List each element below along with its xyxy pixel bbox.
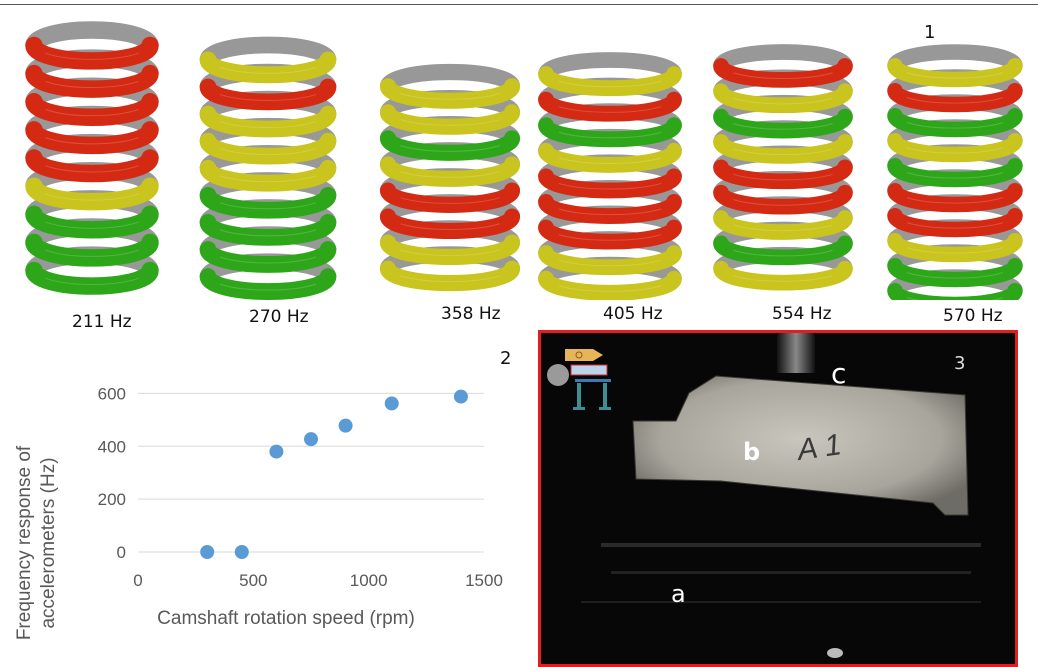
frequency-label-1: 211 Hz — [72, 312, 132, 332]
data-point-4 — [338, 418, 353, 433]
spring-mode-shapes — [25, 21, 1023, 300]
specimen-marking: A 1 — [793, 428, 843, 467]
specimen-plate — [632, 375, 969, 516]
chart-grid — [138, 392, 484, 553]
frequency-label-6: 570 Hz — [943, 306, 1003, 326]
data-point-6 — [453, 389, 468, 404]
spring-3 — [379, 63, 521, 292]
y-axis-label-line-1: Frequency response of — [14, 445, 35, 640]
data-point-2 — [269, 444, 284, 459]
data-point-1 — [234, 545, 249, 559]
top-border-line — [0, 4, 1038, 5]
x-tick-label-3: 1500 — [465, 571, 503, 590]
y-tick-label-1: 200 — [98, 490, 126, 509]
frequency-label-4: 405 Hz — [603, 304, 663, 324]
x-tick-label-0: 0 — [133, 571, 142, 590]
test-rig-schematic-icon — [547, 349, 611, 410]
panel-2-number: 2 — [500, 348, 512, 369]
photo-scene: A 1 — [541, 333, 1015, 664]
spring-5 — [713, 44, 853, 291]
y-tick-label-2: 400 — [98, 437, 126, 456]
spring-4 — [538, 52, 682, 300]
plunger — [777, 333, 815, 373]
spring-6 — [887, 44, 1023, 300]
frequency-chart: 0 200 400 600 0 500 1000 1500 Camshaft rotatio… — [14, 384, 503, 640]
spring-1 — [25, 21, 159, 295]
data-point-0 — [200, 545, 215, 559]
chart-points — [200, 389, 468, 559]
panel-3-number: 3 — [954, 353, 966, 374]
data-point-5 — [384, 396, 399, 411]
specimen-photo: A 1 a b c 3 — [538, 330, 1018, 667]
x-axis-label: Camshaft rotation speed (rpm) — [157, 608, 415, 629]
frequency-label-5: 554 Hz — [772, 304, 832, 324]
spring-2 — [199, 36, 337, 300]
frequency-label-3: 358 Hz — [441, 304, 501, 324]
label-c: c — [831, 357, 847, 390]
y-tick-labels: 0 200 400 600 — [98, 384, 126, 562]
x-tick-labels: 0 500 1000 1500 — [133, 571, 503, 590]
y-axis-label-line-2: accelerometers (Hz) — [38, 457, 59, 628]
y-tick-label-3: 600 — [98, 384, 126, 403]
label-a: a — [671, 580, 686, 608]
panel-1-number: 1 — [924, 22, 936, 43]
x-tick-label-2: 1000 — [350, 571, 388, 590]
data-point-3 — [304, 432, 318, 447]
y-tick-label-0: 0 — [117, 543, 126, 562]
label-b: b — [743, 438, 761, 466]
frequency-label-2: 270 Hz — [249, 307, 309, 327]
x-tick-label-1: 500 — [239, 571, 267, 590]
